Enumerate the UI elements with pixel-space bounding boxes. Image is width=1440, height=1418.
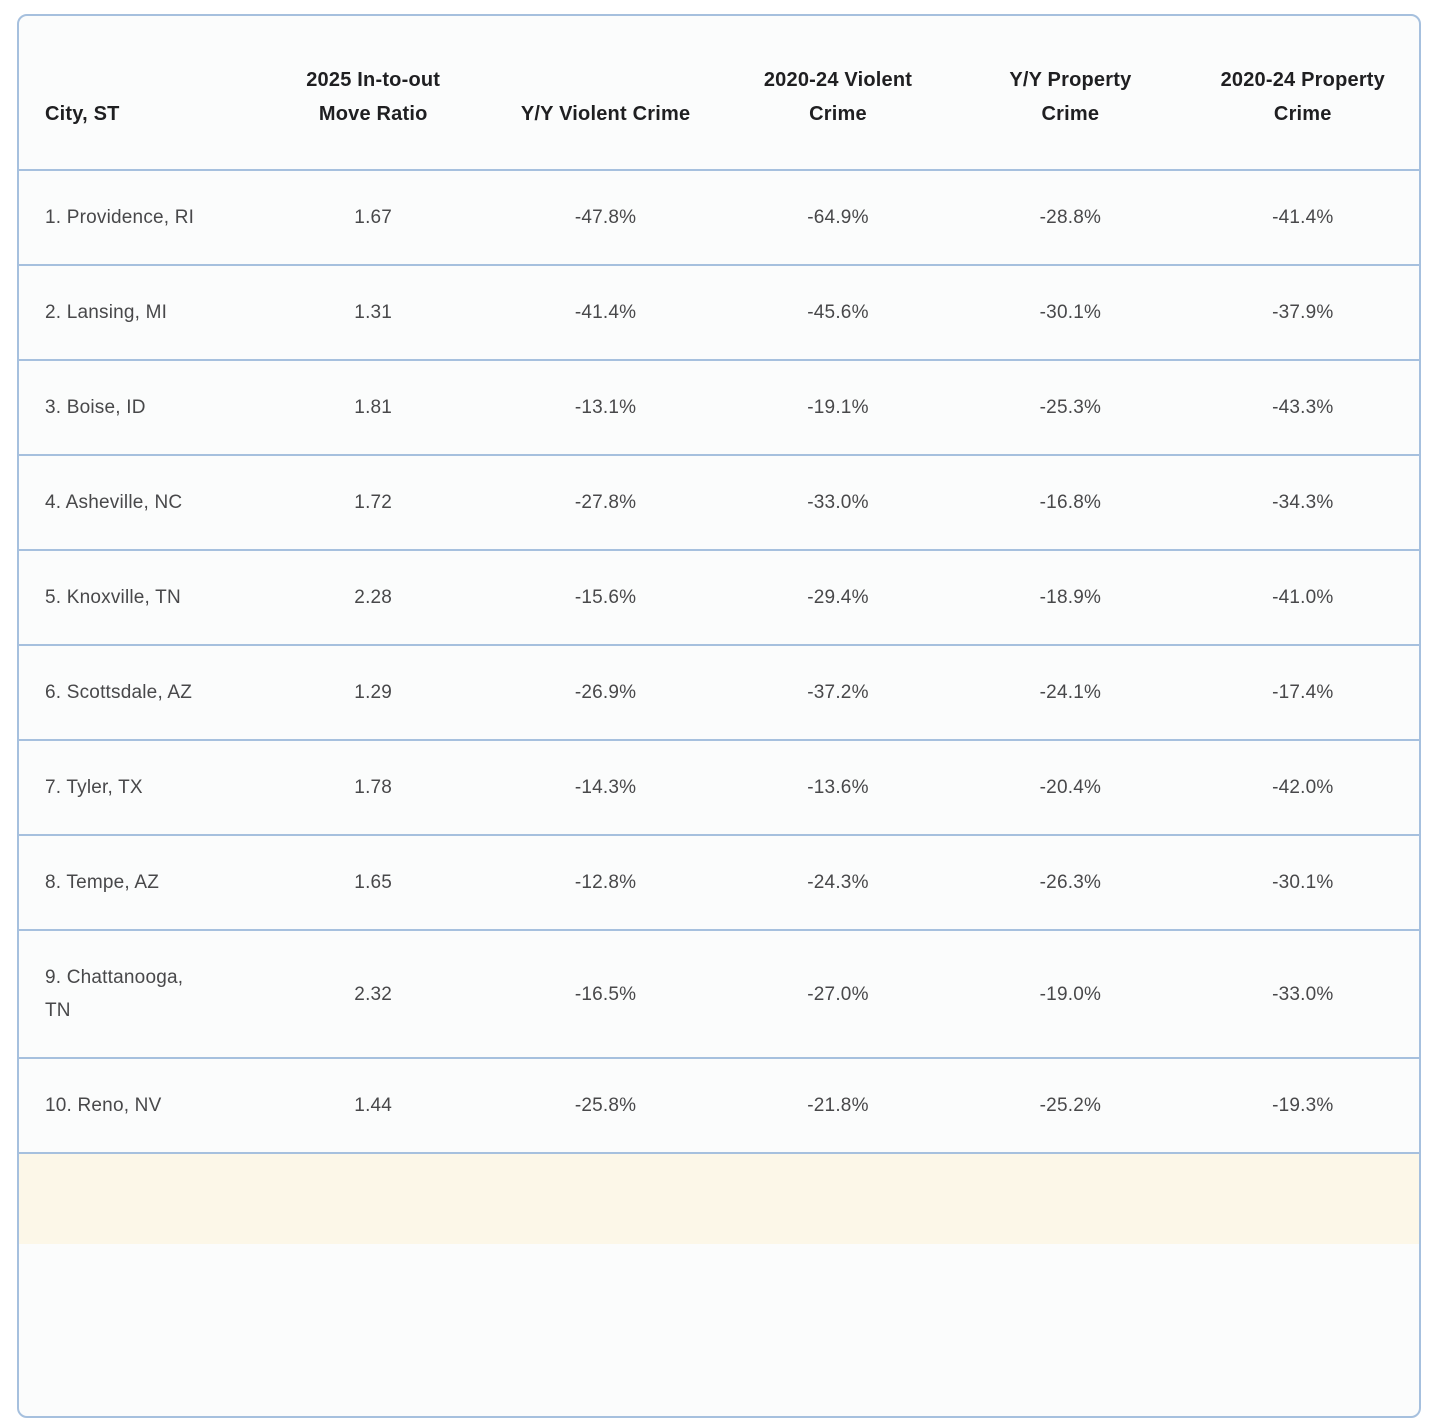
cell-move-ratio: 1.78 — [257, 740, 490, 836]
city-crime-table-card: City, ST 2025 In-to-out Move Ratio Y/Y V… — [17, 14, 1421, 1418]
table-row: 6. Scottsdale, AZ 1.29 -26.9% -37.2% -24… — [19, 645, 1419, 741]
cell-yy-property: -25.3% — [954, 360, 1187, 456]
cell-yy-property: -28.8% — [954, 170, 1187, 266]
cell-city: 10. Reno, NV — [19, 1058, 257, 1154]
cell-move-ratio: 1.31 — [257, 265, 490, 361]
cell-property-2020-24: -42.0% — [1186, 740, 1419, 836]
table-row: 4. Asheville, NC 1.72 -27.8% -33.0% -16.… — [19, 455, 1419, 551]
cell-property-2020-24: -37.9% — [1186, 265, 1419, 361]
city-crime-table: City, ST 2025 In-to-out Move Ratio Y/Y V… — [19, 16, 1419, 1244]
cell-violent-2020-24: -19.1% — [721, 360, 955, 456]
cell-move-ratio: 2.32 — [257, 930, 490, 1059]
table-row: 3. Boise, ID 1.81 -13.1% -19.1% -25.3% -… — [19, 360, 1419, 456]
cell-city: 7. Tyler, TX — [19, 740, 257, 836]
cell-yy-property: -16.8% — [954, 455, 1187, 551]
column-header-yy-violent-crime: Y/Y Violent Crime — [489, 16, 722, 171]
cell-yy-violent: -41.4% — [489, 265, 722, 361]
column-header-2020-24-violent-crime: 2020-24 Violent Crime — [721, 16, 955, 171]
cell-yy-violent: -26.9% — [489, 645, 722, 741]
cell-move-ratio: 1.29 — [257, 645, 490, 741]
cell-move-ratio: 2.28 — [257, 550, 490, 646]
cell-move-ratio: 1.67 — [257, 170, 490, 266]
cell-city: 8. Tempe, AZ — [19, 835, 257, 931]
header-row: City, ST 2025 In-to-out Move Ratio Y/Y V… — [19, 16, 1419, 171]
cell-city: 4. Asheville, NC — [19, 455, 257, 551]
cell-property-2020-24: -41.0% — [1186, 550, 1419, 646]
cell-yy-property: -30.1% — [954, 265, 1187, 361]
table-row: 7. Tyler, TX 1.78 -14.3% -13.6% -20.4% -… — [19, 740, 1419, 836]
column-header-city: City, ST — [19, 16, 257, 171]
cell-city: 9. Chattanooga, TN — [19, 930, 257, 1059]
table-row: 10. Reno, NV 1.44 -25.8% -21.8% -25.2% -… — [19, 1058, 1419, 1154]
column-header-yy-property-crime: Y/Y Property Crime — [954, 16, 1187, 171]
cell-yy-property: -19.0% — [954, 930, 1187, 1059]
cell-yy-property: -20.4% — [954, 740, 1187, 836]
cell-yy-property: -24.1% — [954, 645, 1187, 741]
cell-property-2020-24: -34.3% — [1186, 455, 1419, 551]
cell-violent-2020-24: -24.3% — [721, 835, 955, 931]
cell-city: 6. Scottsdale, AZ — [19, 645, 257, 741]
cell-violent-2020-24: -64.9% — [721, 170, 955, 266]
cell-move-ratio: 1.44 — [257, 1058, 490, 1154]
cell-yy-violent: -12.8% — [489, 835, 722, 931]
cell-violent-2020-24: -45.6% — [721, 265, 955, 361]
cell-move-ratio: 1.65 — [257, 835, 490, 931]
cell-city: 5. Knoxville, TN — [19, 550, 257, 646]
cell-yy-violent: -15.6% — [489, 550, 722, 646]
cell-yy-violent: -47.8% — [489, 170, 722, 266]
cell-yy-violent: -25.8% — [489, 1058, 722, 1154]
table-row: 1. Providence, RI 1.67 -47.8% -64.9% -28… — [19, 170, 1419, 266]
cell-property-2020-24: -33.0% — [1186, 930, 1419, 1059]
cell-city: 2. Lansing, MI — [19, 265, 257, 361]
cell-property-2020-24: -30.1% — [1186, 835, 1419, 931]
table-row: 9. Chattanooga, TN 2.32 -16.5% -27.0% -1… — [19, 930, 1419, 1059]
cell-yy-violent: -13.1% — [489, 360, 722, 456]
cell-yy-violent: -14.3% — [489, 740, 722, 836]
cell-property-2020-24: -43.3% — [1186, 360, 1419, 456]
cell-property-2020-24: -19.3% — [1186, 1058, 1419, 1154]
cell-yy-property: -18.9% — [954, 550, 1187, 646]
cell-property-2020-24: -41.4% — [1186, 170, 1419, 266]
cell-city: 1. Providence, RI — [19, 170, 257, 266]
partial-highlighted-row — [19, 1153, 1419, 1244]
partial-row-background — [19, 1153, 1419, 1244]
cell-violent-2020-24: -37.2% — [721, 645, 955, 741]
cell-violent-2020-24: -33.0% — [721, 455, 955, 551]
table-row: 8. Tempe, AZ 1.65 -12.8% -24.3% -26.3% -… — [19, 835, 1419, 931]
table-row: 2. Lansing, MI 1.31 -41.4% -45.6% -30.1%… — [19, 265, 1419, 361]
cell-city: 3. Boise, ID — [19, 360, 257, 456]
cell-move-ratio: 1.72 — [257, 455, 490, 551]
cell-yy-property: -25.2% — [954, 1058, 1187, 1154]
cell-yy-violent: -16.5% — [489, 930, 722, 1059]
table-row: 5. Knoxville, TN 2.28 -15.6% -29.4% -18.… — [19, 550, 1419, 646]
cell-yy-violent: -27.8% — [489, 455, 722, 551]
cell-violent-2020-24: -13.6% — [721, 740, 955, 836]
column-header-2020-24-property-crime: 2020-24 Property Crime — [1186, 16, 1419, 171]
cell-violent-2020-24: -27.0% — [721, 930, 955, 1059]
column-header-move-ratio: 2025 In-to-out Move Ratio — [257, 16, 490, 171]
cell-violent-2020-24: -21.8% — [721, 1058, 955, 1154]
cell-violent-2020-24: -29.4% — [721, 550, 955, 646]
cell-move-ratio: 1.81 — [257, 360, 490, 456]
cell-property-2020-24: -17.4% — [1186, 645, 1419, 741]
cell-yy-property: -26.3% — [954, 835, 1187, 931]
